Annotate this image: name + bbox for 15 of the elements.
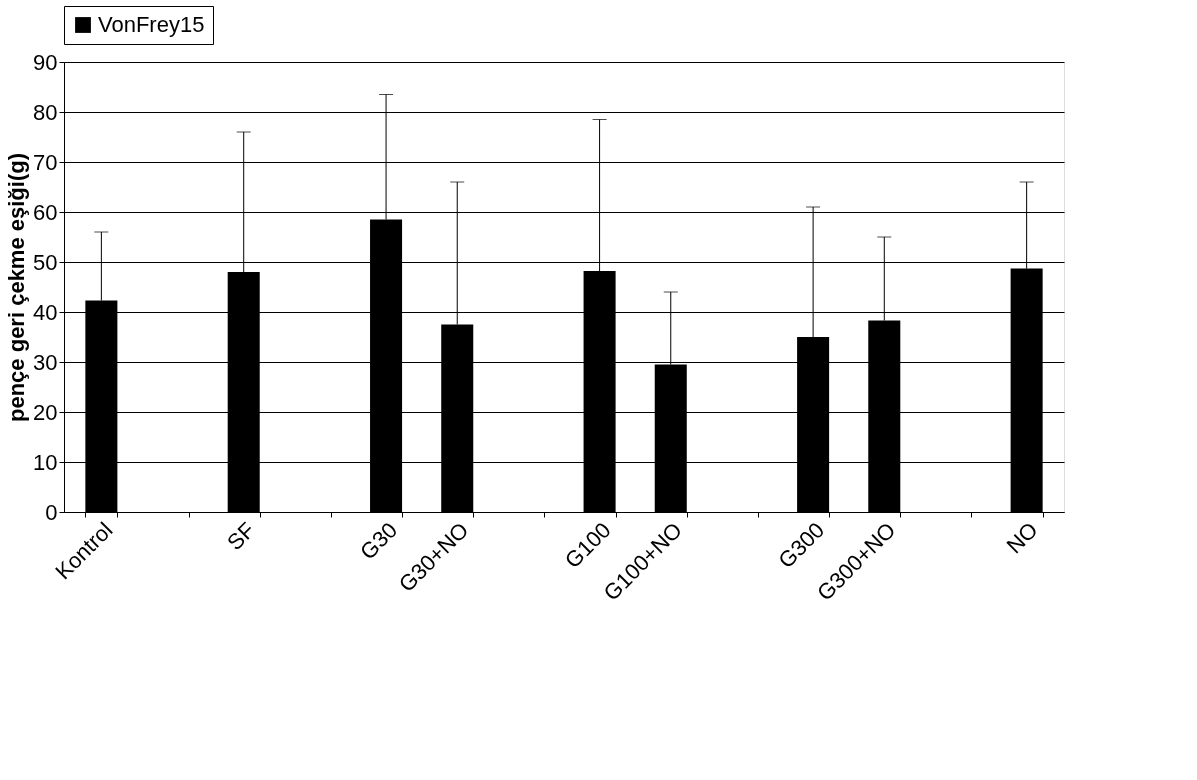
y-tick-label: 50 [33,249,58,275]
y-tick-label: 20 [33,399,58,425]
y-axis-title: pençe geri çekme eşiği(g) [4,153,30,422]
y-tick-label: 80 [33,99,58,125]
y-tick-label: 90 [33,49,58,75]
y-tick-label: 30 [33,349,58,375]
x-tick-label: G30 [355,517,403,565]
y-tick-label: 40 [33,299,58,325]
x-tick-label: NO [1001,517,1043,559]
y-tick-label: 10 [33,449,58,475]
x-tick-label: SF [222,517,260,555]
y-tick-label: 60 [33,199,58,225]
y-tick-label: 0 [45,499,58,525]
legend-label: VonFrey15 [98,12,205,37]
y-tick-label: 70 [33,149,58,175]
